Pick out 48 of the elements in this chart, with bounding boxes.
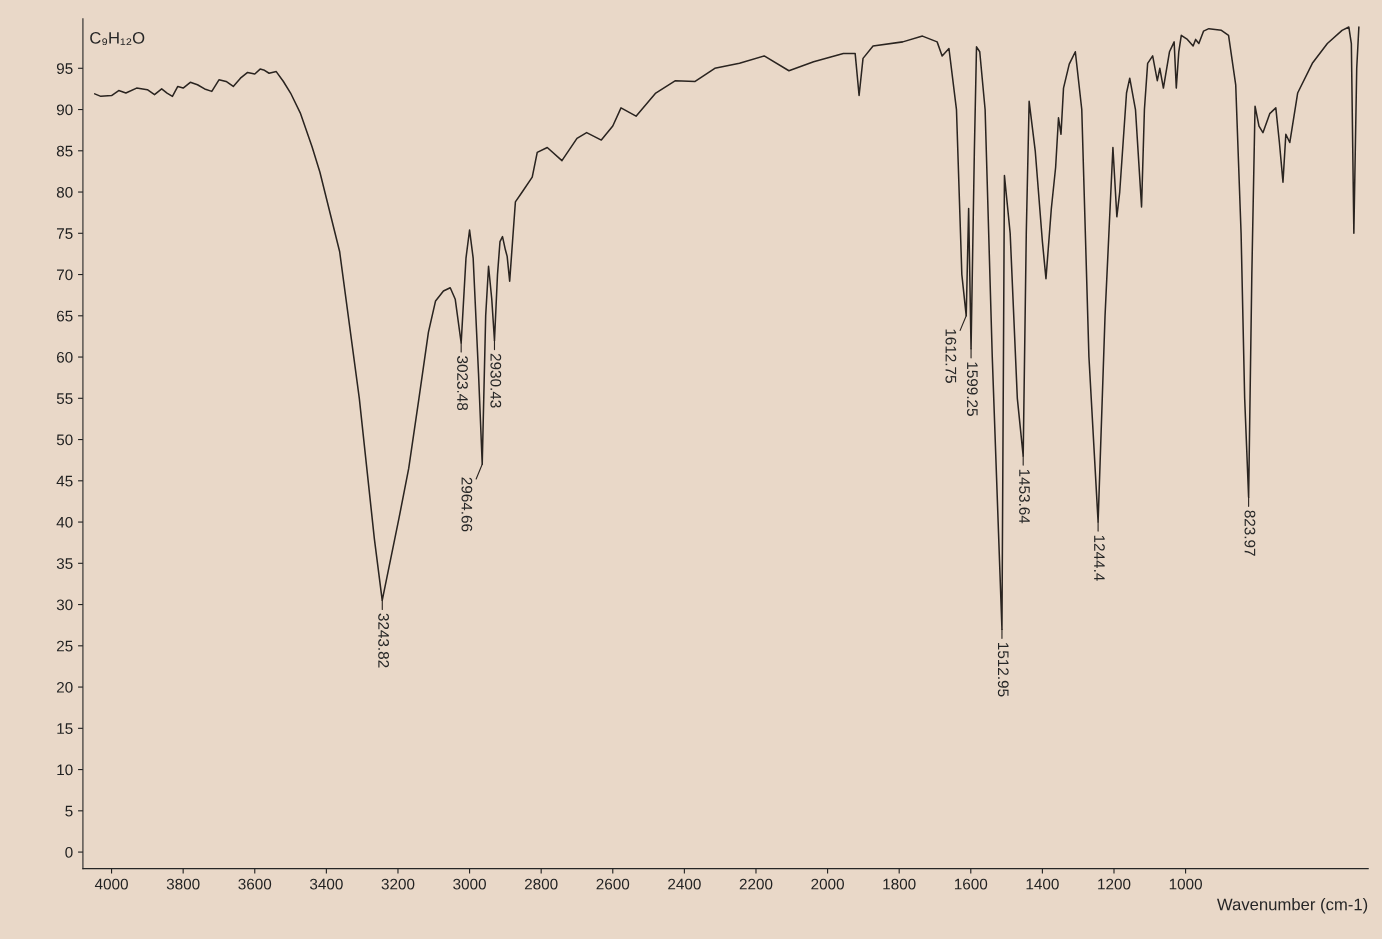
annotation: 1244.4 — [1094, 535, 1105, 581]
x-tick-label: 2000 — [811, 878, 844, 890]
y-tick-label: 50 — [56, 434, 73, 446]
x-tick-label: 1000 — [1169, 878, 1202, 890]
y-tick-label: 25 — [56, 640, 73, 652]
annotation: 2964.66 — [461, 477, 473, 532]
annotation: 3243.82 — [378, 613, 389, 668]
y-tick-label: 5 — [65, 805, 73, 817]
annotation: 1599.25 — [966, 362, 978, 416]
y-tick-label: 95 — [56, 63, 73, 74]
y-tick-label: 45 — [56, 475, 73, 487]
y-tick-label: 65 — [56, 310, 73, 322]
y-tick-label: 90 — [56, 104, 73, 116]
x-tick-label: 1600 — [954, 878, 988, 890]
annotation: 1512.95 — [997, 642, 1009, 697]
y-tick-label: 30 — [56, 599, 73, 611]
x-tick-label: 3600 — [238, 878, 272, 890]
y-tick-label: 60 — [56, 351, 73, 363]
y-tick-label: 55 — [56, 393, 73, 404]
annotation: 1612.75 — [945, 329, 957, 383]
y-tick-label: 10 — [57, 764, 73, 776]
x-axis-title: Wavenumber (cm-1) — [1217, 898, 1368, 914]
x-tick-label: 2400 — [668, 878, 701, 890]
x-tick-label: 3000 — [453, 878, 486, 890]
y-tick-label: 80 — [56, 186, 73, 198]
y-tick-label: 70 — [56, 269, 73, 281]
annotation: 823.97 — [1244, 510, 1256, 556]
x-tick-label: 3400 — [309, 878, 343, 890]
x-tick-label: 4000 — [94, 878, 128, 890]
x-tick-label: 1200 — [1098, 878, 1131, 890]
annotation: 2930.43 — [490, 353, 502, 408]
x-tick-label: 3200 — [381, 878, 415, 890]
y-tick-label: 0 — [65, 846, 73, 858]
y-tick-label: 15 — [57, 723, 73, 734]
y-tick-label: 20 — [56, 681, 73, 693]
annotation: 1453.64 — [1019, 469, 1030, 524]
x-tick-label: 2600 — [596, 878, 630, 890]
text: C₉H₁₂O — [90, 31, 145, 46]
x-tick-label: 2200 — [739, 878, 773, 890]
x-tick-label: 1800 — [883, 878, 916, 890]
y-tick-label: 75 — [56, 228, 73, 239]
y-tick-label: 35 — [56, 558, 73, 569]
x-tick-label: 1400 — [1026, 878, 1059, 890]
x-tick-label: 3800 — [166, 878, 200, 890]
annotation: 3023.48 — [457, 356, 468, 411]
x-tick-label: 2800 — [524, 878, 558, 890]
y-tick-label: 85 — [56, 145, 73, 157]
y-tick-label: 40 — [56, 516, 73, 528]
